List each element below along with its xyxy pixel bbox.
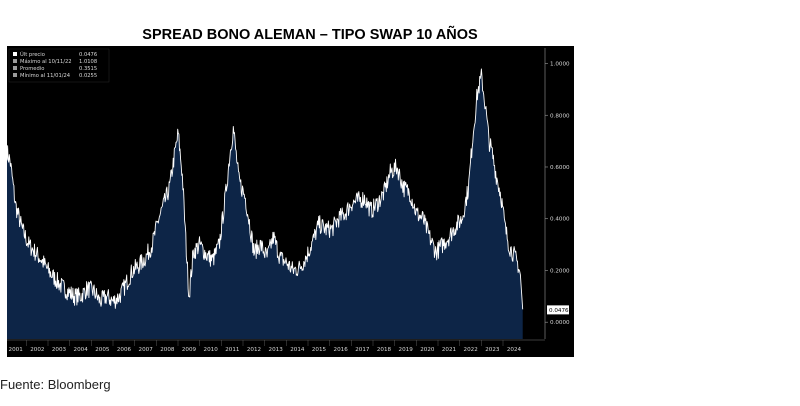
x-tick-label: 2011 (225, 347, 240, 353)
legend-swatch (13, 66, 17, 70)
x-tick-label: 2009 (182, 347, 197, 353)
y-tick-label: 0.0000 (550, 320, 570, 326)
x-tick-label: 2021 (442, 347, 457, 353)
y-tick-label: 0.2000 (550, 268, 570, 274)
x-tick-label: 2007 (139, 347, 154, 353)
legend-label: Máximo al 10/11/22 (20, 58, 72, 65)
x-tick-label: 2023 (485, 347, 500, 353)
legend-swatch (13, 73, 17, 77)
x-tick-label: 2014 (290, 347, 305, 353)
y-tick-label: 0.4000 (550, 217, 570, 223)
legend-label: Mínimo al 11/01/24 (20, 72, 71, 79)
plot-layer (7, 68, 524, 340)
legend-swatch (13, 59, 17, 63)
y-tick-label: 1.0000 (550, 62, 570, 68)
last-value-box (547, 305, 569, 315)
x-tick-label: 2019 (399, 347, 414, 353)
chart-title: SPREAD BONO ALEMAN – TIPO SWAP 10 AÑOS (142, 27, 478, 43)
x-tick-label: 2001 (9, 347, 24, 353)
legend-value: 0.3515 (79, 66, 97, 72)
legend: Últ precio 0.0476 Máximo al 10/11/22 1.0108… (8, 48, 110, 83)
series-area (7, 68, 523, 340)
x-tick-label: 2022 (464, 347, 478, 353)
x-tick-label: 2024 (507, 347, 522, 353)
legend-label: Promedio (20, 66, 44, 72)
series-line (7, 68, 524, 310)
x-tick-label: 2003 (52, 347, 67, 353)
x-tick-label: 2016 (334, 347, 349, 353)
legend-box (8, 48, 110, 83)
chart-svg: 0.0000 0.2000 0.4000 0.6000 0.8000 1.0000 2001… (7, 46, 574, 357)
x-tick-label: 2017 (355, 347, 370, 353)
x-tick-label: 2010 (204, 347, 219, 353)
y-tick-label: 0.6000 (550, 165, 570, 171)
x-tick-label: 2020 (420, 347, 435, 353)
legend-value: 0.0476 (79, 52, 97, 58)
x-tick-label: 2002 (30, 347, 44, 353)
x-tick-label: 2012 (247, 347, 261, 353)
x-tick-label: 2013 (269, 347, 284, 353)
legend-label: Últ precio (20, 51, 45, 58)
x-tick-label: 2015 (312, 347, 327, 353)
x-tick-label: 2005 (95, 347, 110, 353)
x-tick-label: 2006 (117, 347, 132, 353)
y-tick-label: 0.8000 (550, 113, 570, 119)
axis-layer: 0.0000 0.2000 0.4000 0.6000 0.8000 1.0000 2001… (7, 48, 570, 353)
legend-swatch (13, 52, 17, 56)
legend-value: 1.0108 (79, 59, 97, 65)
legend-value: 0.0255 (79, 73, 97, 79)
x-tick-label: 2018 (377, 347, 392, 353)
last-value-label: 0.0476 (549, 308, 569, 314)
source-note: Fuente: Bloomberg (0, 377, 111, 392)
x-tick-label: 2008 (160, 347, 175, 353)
chart-area: 0.0000 0.2000 0.4000 0.6000 0.8000 1.0000 2001… (7, 46, 574, 357)
x-tick-label: 2004 (74, 347, 89, 353)
